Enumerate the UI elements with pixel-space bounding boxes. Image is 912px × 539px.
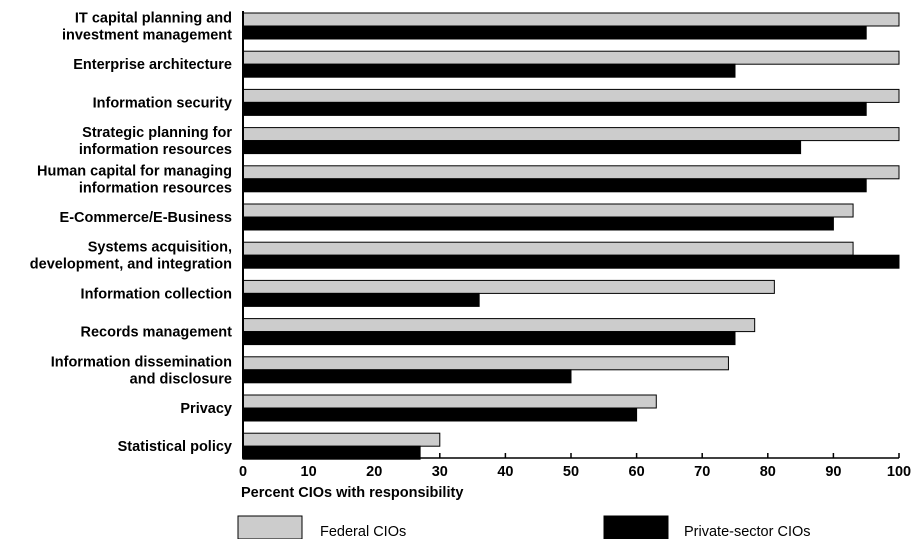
bar-federal-11 xyxy=(242,432,441,447)
legend-label-private: Private-sector CIOs xyxy=(684,524,811,539)
x-tick-label-7: 70 xyxy=(694,464,710,480)
category-label-9-0: Information dissemination xyxy=(51,354,232,370)
category-label-1-0: Enterprise architecture xyxy=(73,57,232,73)
category-label-8-0: Records management xyxy=(81,325,233,341)
x-tick-label-4: 40 xyxy=(497,464,513,480)
bar-federal-0 xyxy=(242,12,900,27)
x-tick-label-1: 10 xyxy=(301,464,317,480)
category-label-10-0: Privacy xyxy=(180,401,232,417)
category-label-0-1: investment management xyxy=(62,28,232,44)
bar-private-5 xyxy=(242,216,834,231)
x-tick-label-6: 60 xyxy=(629,464,645,480)
bar-private-4 xyxy=(242,178,867,193)
category-label-3-1: information resources xyxy=(79,142,232,158)
x-axis-title: Percent CIOs with responsibility xyxy=(241,485,463,501)
x-tick-label-0: 0 xyxy=(239,464,247,480)
bar-private-0 xyxy=(242,25,867,40)
x-tick-label-3: 30 xyxy=(432,464,448,480)
bar-private-10 xyxy=(242,407,638,422)
bar-federal-5 xyxy=(242,203,854,218)
bar-federal-4 xyxy=(242,165,900,180)
category-label-2-0: Information security xyxy=(93,95,232,111)
bar-private-9 xyxy=(242,369,572,384)
x-tick-label-5: 50 xyxy=(563,464,579,480)
x-tick-label-8: 80 xyxy=(760,464,776,480)
bar-federal-8 xyxy=(242,318,756,333)
category-label-6-0: Systems acquisition, xyxy=(88,240,232,256)
bar-federal-7 xyxy=(242,279,775,294)
x-tick-label-10: 100 xyxy=(887,464,911,480)
legend-label-federal: Federal CIOs xyxy=(320,524,406,539)
category-label-5-0: E-Commerce/E-Business xyxy=(60,210,232,226)
bar-private-7 xyxy=(242,292,480,307)
bar-federal-1 xyxy=(242,50,900,65)
bar-private-3 xyxy=(242,140,802,155)
category-label-3-0: Strategic planning for xyxy=(82,125,232,141)
bar-federal-9 xyxy=(242,356,729,371)
bar-federal-2 xyxy=(242,88,900,103)
bar-private-2 xyxy=(242,101,867,116)
bar-private-8 xyxy=(242,331,736,346)
category-label-9-1: and disclosure xyxy=(130,371,232,387)
bar-federal-3 xyxy=(242,127,900,142)
bar-private-6 xyxy=(242,254,900,269)
legend-swatch-federal xyxy=(237,515,303,539)
x-tick-label-2: 20 xyxy=(366,464,382,480)
category-label-4-1: information resources xyxy=(79,180,232,196)
bar-federal-6 xyxy=(242,241,854,256)
bar-federal-10 xyxy=(242,394,657,409)
bar-private-1 xyxy=(242,63,736,78)
x-tick-label-9: 90 xyxy=(825,464,841,480)
legend-swatch-private xyxy=(603,515,669,539)
category-label-11-0: Statistical policy xyxy=(118,439,232,455)
category-label-6-1: development, and integration xyxy=(30,257,232,273)
category-label-4-0: Human capital for managing xyxy=(37,163,232,179)
category-label-7-0: Information collection xyxy=(81,286,232,302)
category-label-0-0: IT capital planning and xyxy=(75,11,232,27)
